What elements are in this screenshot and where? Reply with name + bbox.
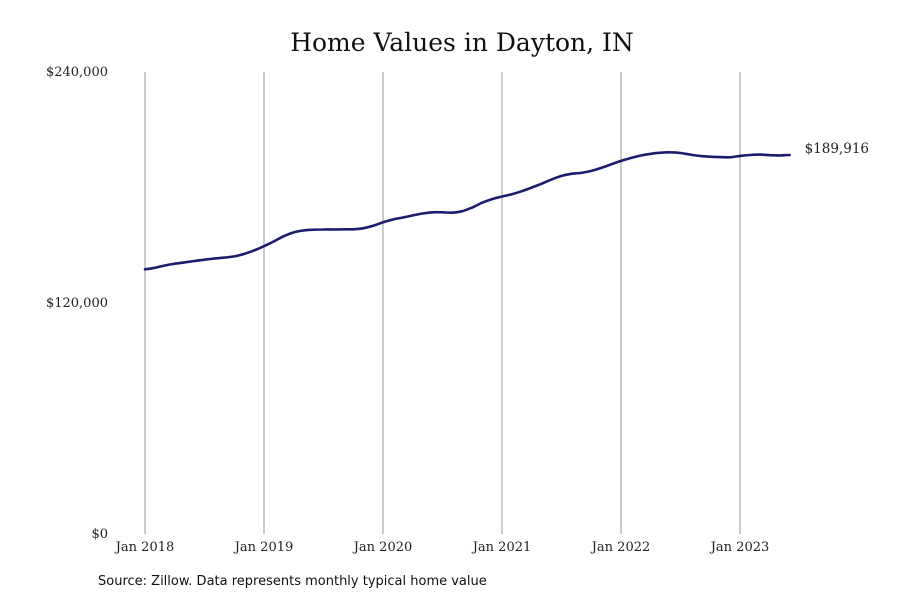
series-line-home-value [143,150,791,271]
x-tick-label: Jan 2019 [233,540,294,555]
source-note: Source: Zillow. Data represents monthly … [98,574,487,589]
x-tick-label: Jan 2023 [709,540,770,555]
chart-title: Home Values in Dayton, IN [290,28,634,57]
y-tick-label: $240,000 [46,65,108,80]
x-tick-label: Jan 2020 [352,540,413,555]
x-tick-label: Jan 2021 [471,540,532,555]
x-tick-label: Jan 2022 [590,540,651,555]
end-value-label: $189,916 [805,141,869,157]
y-tick-label: $120,000 [46,296,108,311]
x-axis-ticks: Jan 2018 Jan 2019 Jan 2020 Jan 2021 Jan 2022… [114,540,770,555]
gridlines [144,72,741,534]
x-tick-label: Jan 2018 [114,540,175,555]
y-axis-ticks: $0 $120,000 $240,000 [46,65,108,542]
y-tick-label: $0 [91,527,108,542]
